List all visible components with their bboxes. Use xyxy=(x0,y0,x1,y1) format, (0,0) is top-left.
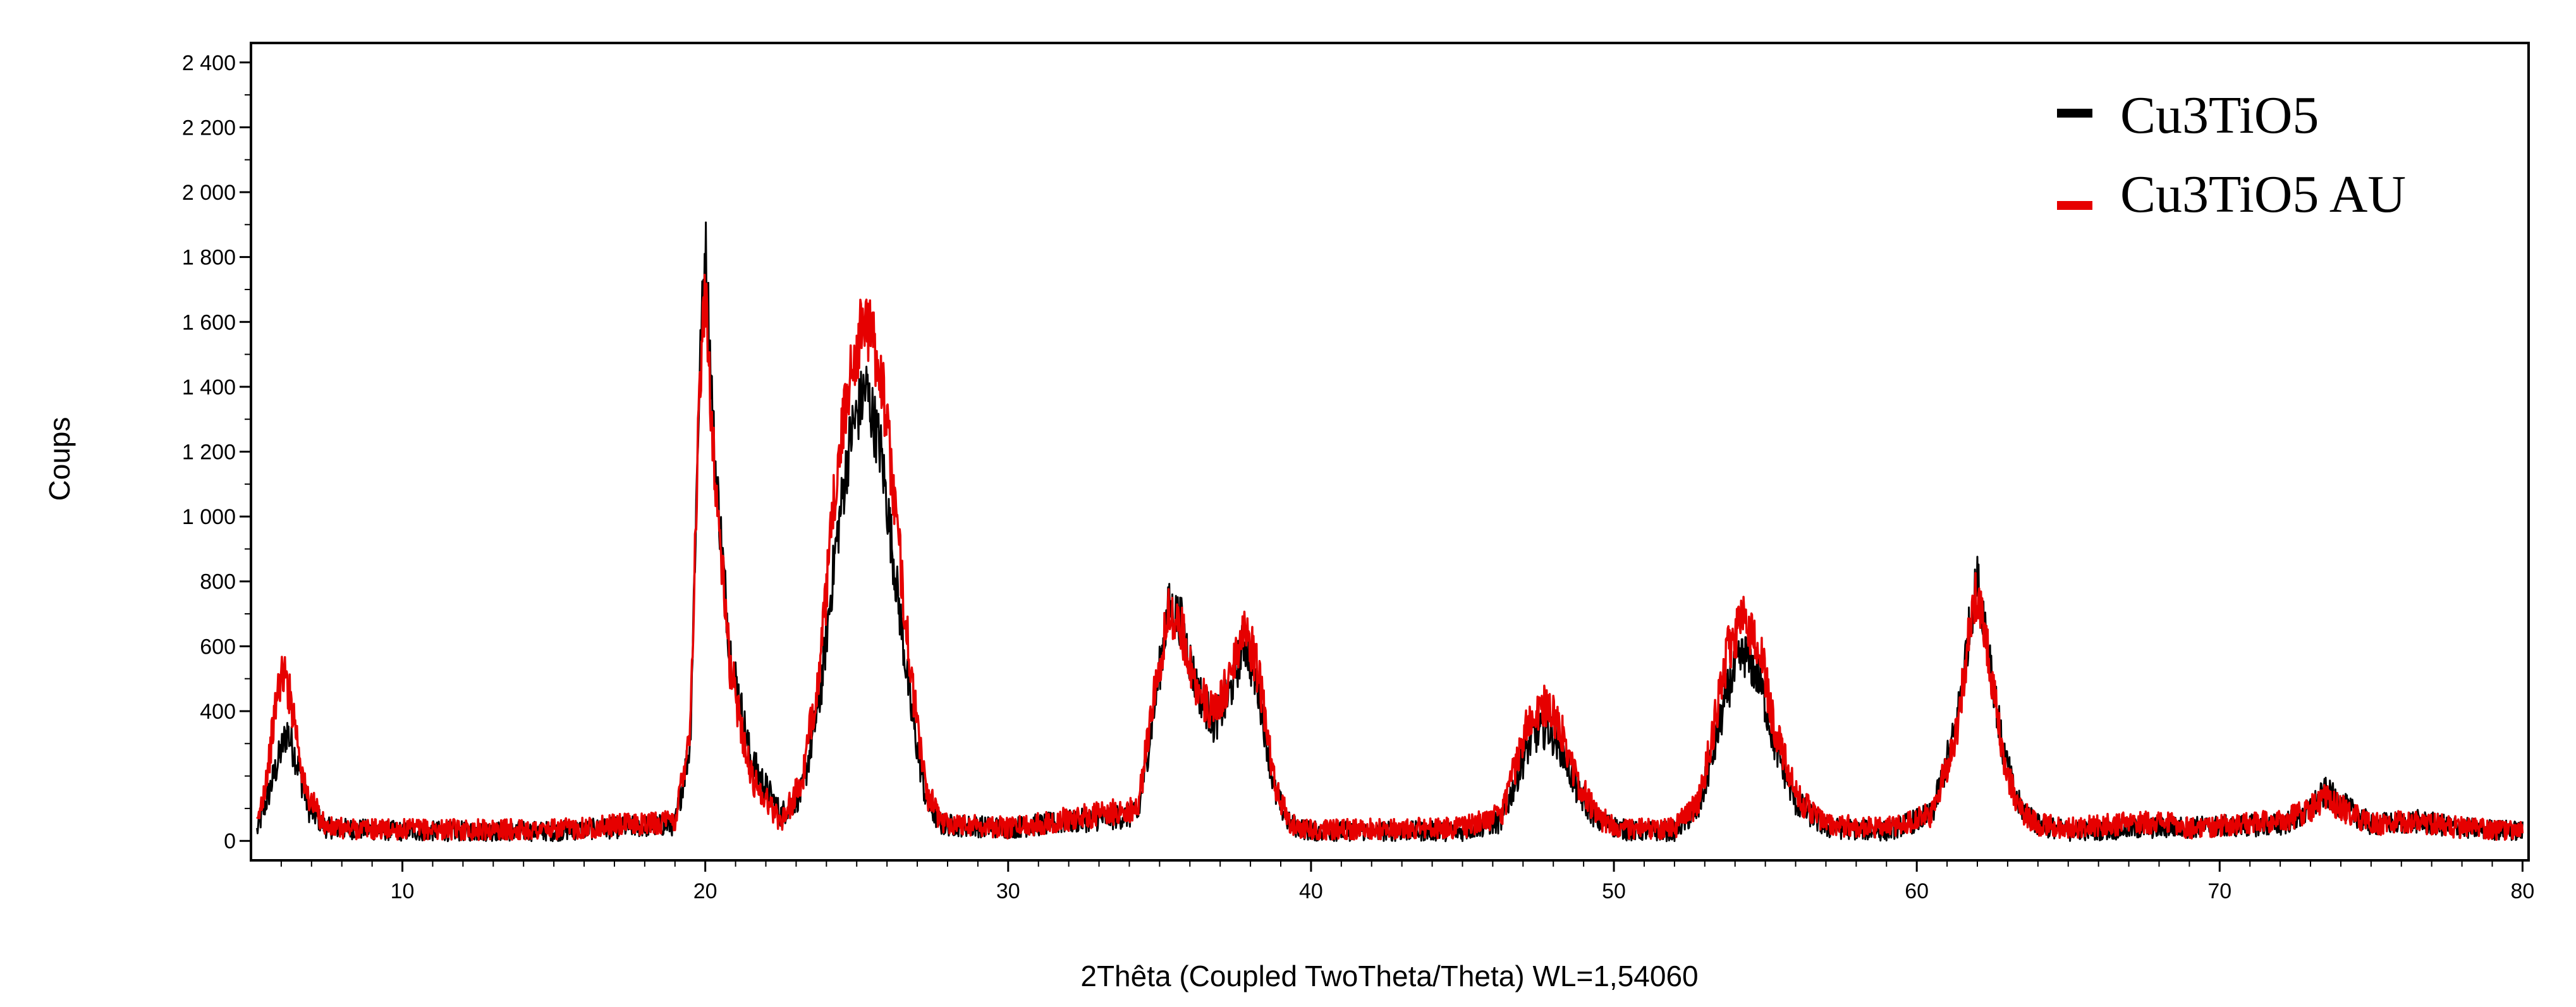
plot-frame xyxy=(250,42,2530,862)
x-tick-label: 40 xyxy=(1299,879,1323,903)
y-tick-label: 1 400 xyxy=(182,375,236,400)
y-tick-label: 800 xyxy=(200,570,236,594)
series-line-cu3tio5-au xyxy=(256,274,2524,841)
x-tick-label: 50 xyxy=(1602,879,1626,903)
y-tick-label: 600 xyxy=(200,635,236,659)
x-axis: 10 20 30 40 50 60 70 80 xyxy=(280,860,2535,903)
y-tick-label: 1 000 xyxy=(182,505,236,529)
y-axis-title: Coups xyxy=(43,417,76,501)
x-tick-label: 20 xyxy=(693,879,717,903)
y-tick-label: 1 200 xyxy=(182,441,236,465)
y-tick-label: 400 xyxy=(200,700,236,724)
y-tick-label: 2 400 xyxy=(182,51,236,75)
legend: Cu3TiO5 Cu3TiO5 AU xyxy=(2057,86,2406,224)
y-tick-label: 2 000 xyxy=(182,181,236,205)
legend-label-cu3tio5: Cu3TiO5 xyxy=(2120,86,2319,145)
legend-label-cu3tio5-au: Cu3TiO5 AU xyxy=(2120,165,2406,224)
y-tick-label: 1 800 xyxy=(182,246,236,270)
x-tick-label: 10 xyxy=(391,879,415,903)
y-axis: 0 400 600 800 1 000 1 200 1 400 1 600 1 800 2 000… xyxy=(182,51,251,853)
x-tick-label: 70 xyxy=(2207,879,2231,903)
series-layer xyxy=(256,221,2524,843)
x-tick-label: 30 xyxy=(996,879,1020,903)
x-tick-label: 80 xyxy=(2511,879,2535,903)
y-tick-label: 1 600 xyxy=(182,310,236,334)
y-tick-label: 2 200 xyxy=(182,116,236,140)
y-tick-label: 0 xyxy=(224,829,236,853)
x-tick-label: 60 xyxy=(1905,879,1929,903)
x-axis-title: 2Thêta (Coupled TwoTheta/Theta) WL=1,540… xyxy=(1080,960,1698,992)
